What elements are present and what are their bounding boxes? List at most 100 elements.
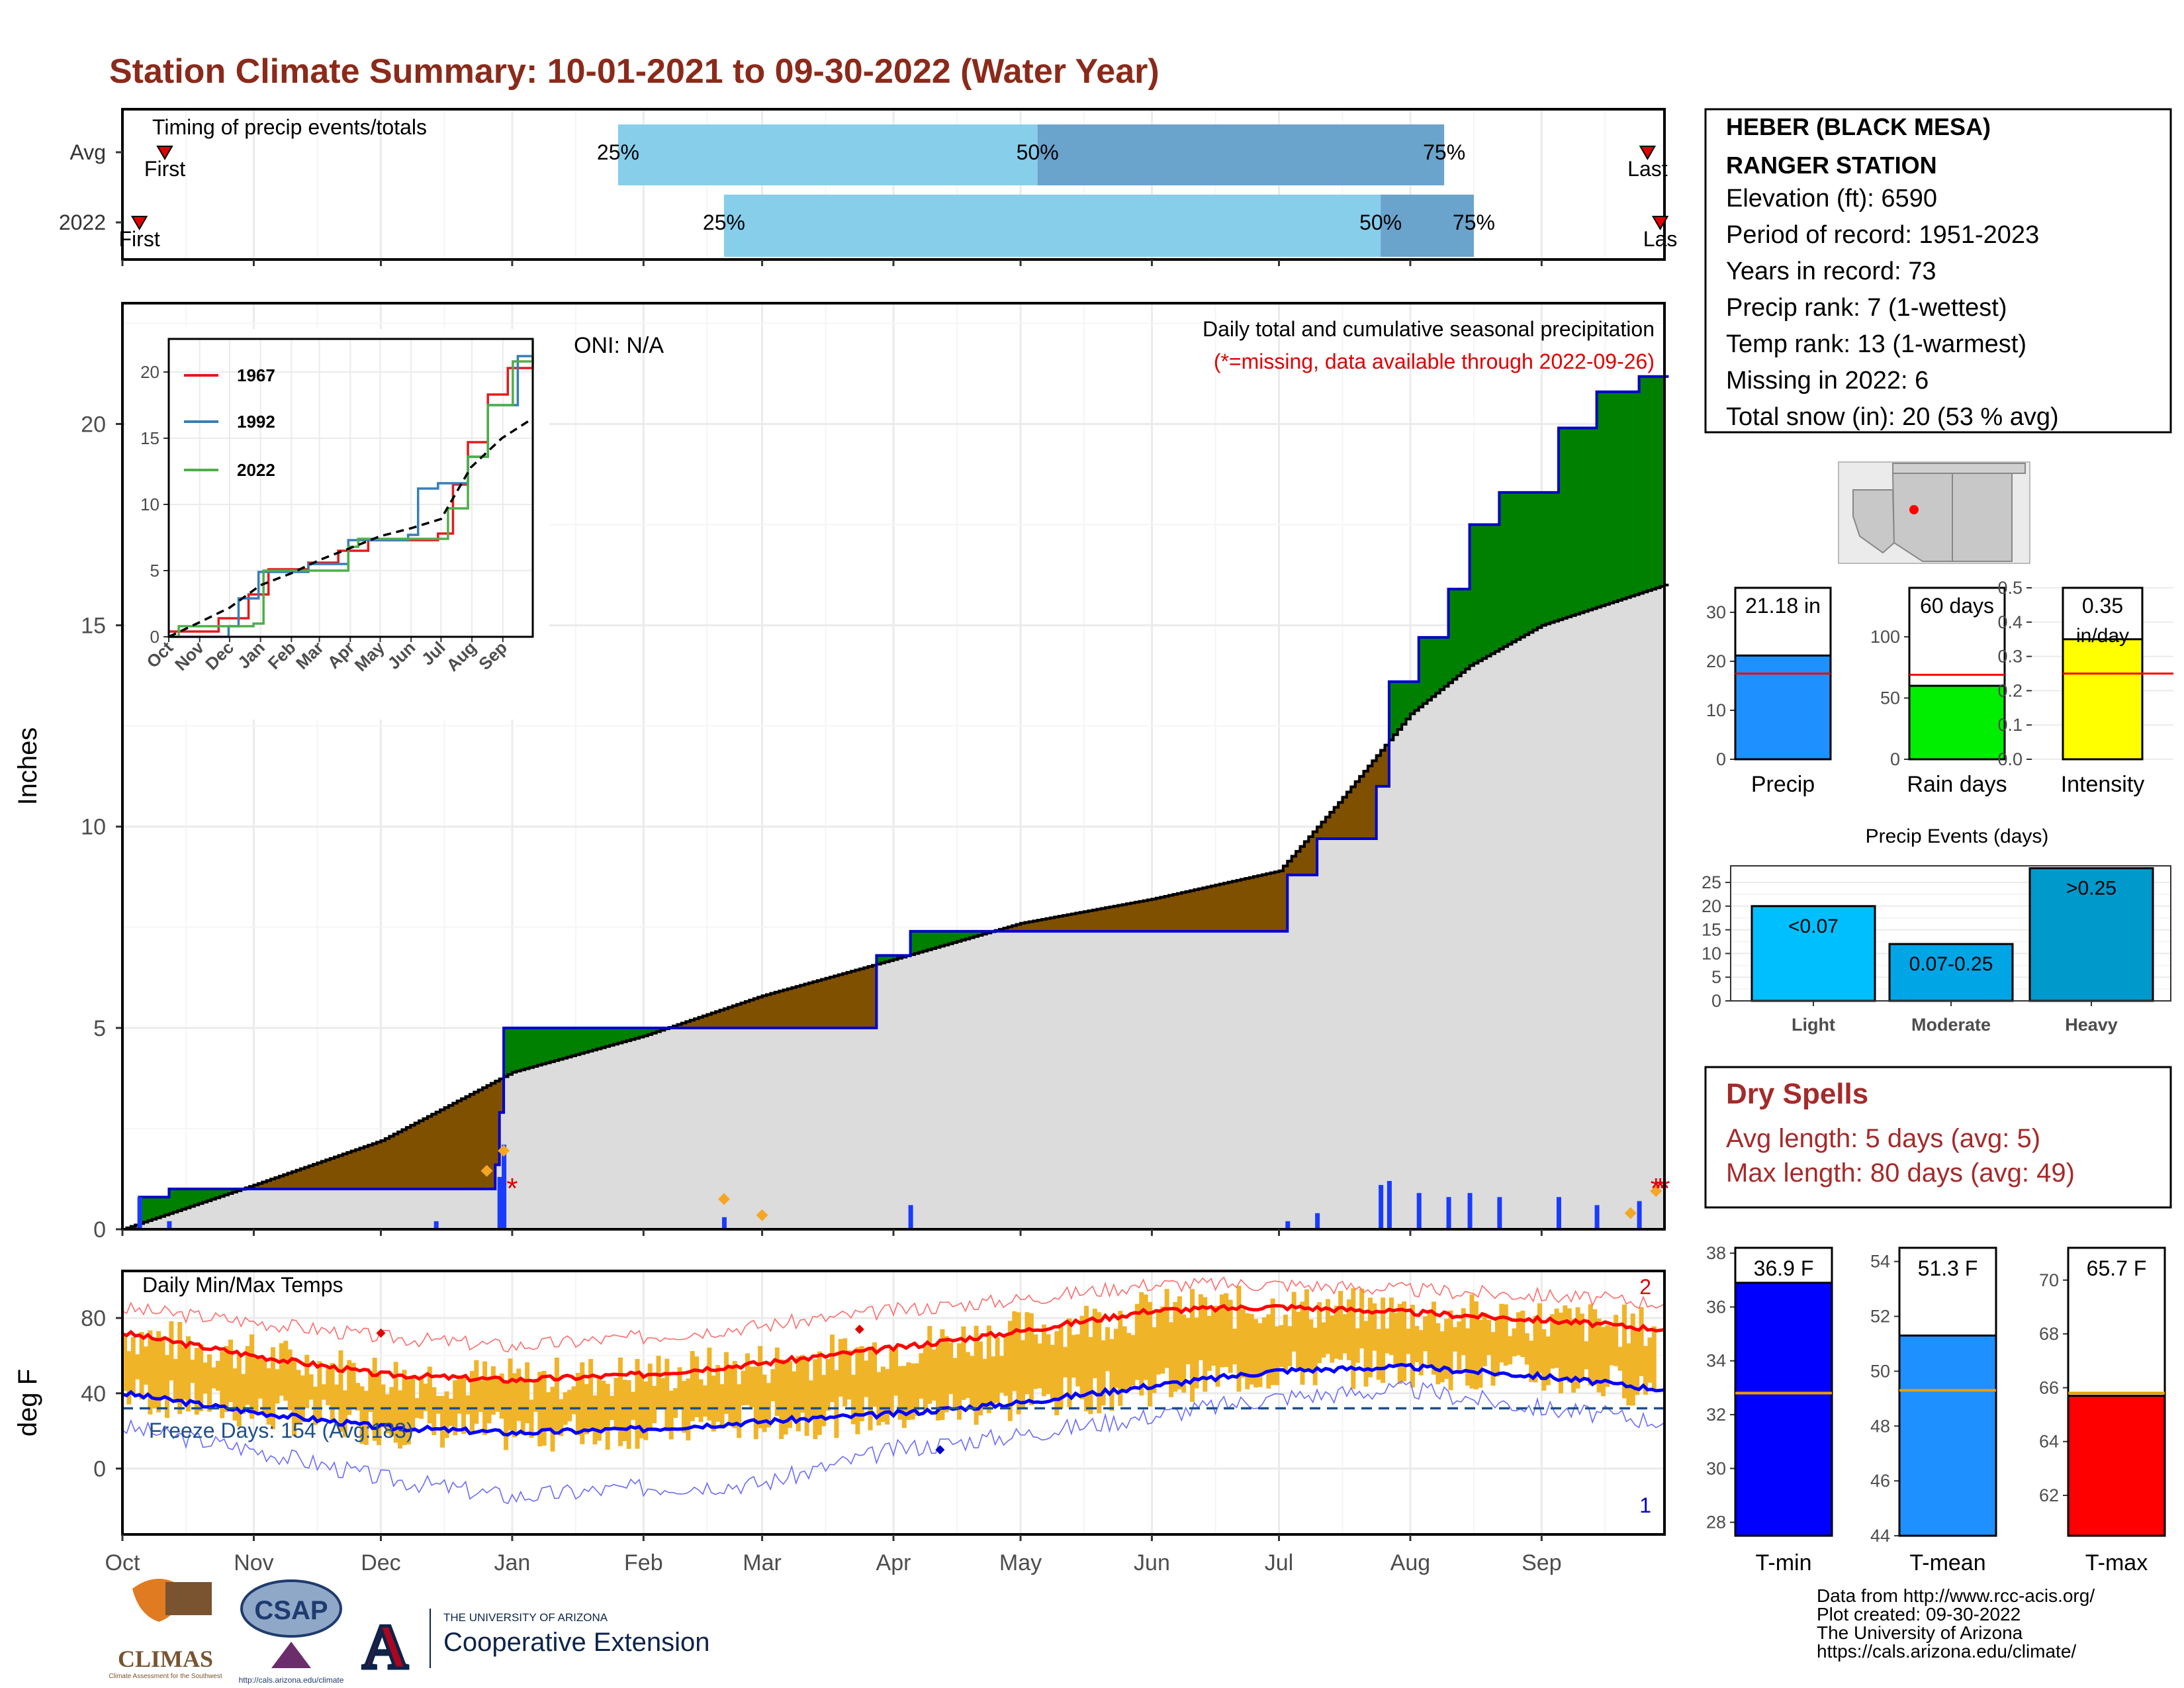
below-average-area	[1109, 906, 1115, 931]
below-average-area	[414, 1123, 420, 1190]
above-average-area	[533, 1027, 538, 1066]
daily-temp-bar	[940, 1329, 945, 1421]
daily-temp-bar	[423, 1383, 428, 1411]
daily-temp-bar	[372, 1358, 377, 1441]
below-average-area	[490, 1083, 496, 1190]
daily-temp-bar	[732, 1361, 737, 1429]
daily-temp-bar	[253, 1358, 259, 1413]
precip-note: (*=missing, data available through 2022-…	[1214, 350, 1655, 373]
above-average-area	[173, 1189, 178, 1213]
below-average-area	[253, 1185, 259, 1190]
below-average-area	[1367, 766, 1373, 839]
below-average-area	[1190, 890, 1195, 931]
daily-temp-bar	[631, 1391, 636, 1421]
above-average-area	[1563, 428, 1568, 619]
below-average-area	[355, 1149, 361, 1190]
below-average-area	[804, 984, 809, 1028]
daily-temp-bar	[694, 1356, 700, 1417]
y-tick-label: 10	[81, 815, 106, 840]
daily-temp-bar	[1465, 1328, 1471, 1386]
above-average-area	[643, 1027, 649, 1037]
y-tick-label: 100	[1870, 627, 1900, 647]
daily-temp-bar	[1359, 1288, 1365, 1348]
below-average-area	[1042, 919, 1047, 931]
daily-temp-bar	[1067, 1318, 1072, 1407]
station-location-dot	[1909, 505, 1919, 514]
daily-temp-bar	[834, 1370, 839, 1438]
above-average-area	[1503, 492, 1508, 647]
below-average-area	[1088, 910, 1093, 931]
daily-temp-bar	[224, 1346, 229, 1412]
below-average-area	[406, 1127, 411, 1190]
above-average-area	[516, 1027, 522, 1072]
daily-temp-bar	[1520, 1311, 1525, 1358]
first-marker	[156, 146, 173, 160]
below-average-area	[469, 1094, 475, 1190]
below-average-area	[440, 1109, 445, 1190]
daily-temp-bar	[236, 1354, 242, 1427]
above-average-area	[1397, 681, 1402, 730]
daily-temp-bar	[1228, 1299, 1233, 1373]
daily-temp-bar	[347, 1360, 352, 1415]
x-tick-label: May	[999, 1550, 1042, 1575]
daily-temp-bar	[1584, 1341, 1589, 1370]
x-tick-label: Aug	[1390, 1550, 1431, 1575]
snow-marker	[1650, 1185, 1662, 1197]
below-average-area	[783, 990, 788, 1028]
below-average-area	[741, 1003, 746, 1028]
daily-temp-bar	[271, 1347, 276, 1430]
above-average-area	[948, 931, 954, 944]
daily-temp-bar	[317, 1361, 322, 1423]
daily-temp-bar	[139, 1332, 144, 1400]
y-tick-label: 25	[1702, 872, 1721, 892]
daily-temp-bar	[177, 1322, 183, 1415]
below-average-area	[271, 1179, 276, 1190]
daily-temp-bar	[1194, 1317, 1199, 1389]
daily-temp-bar	[381, 1384, 386, 1428]
events-chart: Precip Events (days) 0 5 10 15 20 25 <0.07 Light…	[1702, 825, 2171, 1035]
below-average-area	[1266, 873, 1271, 931]
daily-temp-bar	[351, 1362, 356, 1409]
daily-temp-bar	[1473, 1301, 1479, 1389]
daily-temp-bar	[1367, 1297, 1373, 1378]
footer: Data from http://www.rcc-acis.org/Plot c…	[109, 1579, 2095, 1685]
below-average-area	[1101, 908, 1106, 931]
above-average-area	[635, 1027, 640, 1039]
event-bar-Heavy	[2028, 867, 2154, 1002]
daily-temp-bar	[469, 1371, 475, 1431]
x-tick-label: Apr	[876, 1550, 911, 1575]
below-average-area	[486, 1085, 492, 1190]
timing-row-label: Avg	[69, 140, 106, 164]
above-average-area	[631, 1027, 636, 1040]
y-tick-label: 20	[1702, 896, 1721, 916]
daily-temp-bar	[1448, 1310, 1453, 1391]
daily-temp-bar	[1245, 1313, 1250, 1389]
daily-temp-bar	[461, 1376, 467, 1434]
daily-temp-bar	[626, 1380, 631, 1449]
y-tick-label: 38	[1706, 1243, 1726, 1263]
above-average-area	[1614, 391, 1619, 602]
below-average-area	[368, 1145, 373, 1190]
below-average-area	[868, 966, 873, 1028]
above-average-area	[541, 1027, 547, 1064]
above-average-area	[927, 931, 933, 950]
daily-temp-bar	[961, 1326, 966, 1400]
daily-temp-bar	[1490, 1332, 1496, 1386]
above-average-area	[1529, 492, 1534, 633]
timing-title: Timing of precip events/totals	[152, 115, 427, 139]
daily-temp-bar	[1563, 1305, 1568, 1379]
daily-temp-bar	[1130, 1335, 1136, 1386]
below-average-area	[707, 1014, 712, 1028]
below-average-area	[1067, 914, 1072, 931]
daily-temp-bar	[1033, 1334, 1038, 1389]
quartile-bar-25-50	[723, 195, 1381, 257]
above-average-area	[228, 1189, 234, 1194]
daily-temp-bar	[529, 1399, 534, 1438]
event-category-label: Heavy	[2065, 1015, 2118, 1035]
daily-temp-bar	[596, 1377, 602, 1441]
below-average-area	[326, 1160, 331, 1190]
above-average-area	[1418, 637, 1424, 707]
temp-panel: 0 40 80 deg F Daily Min/Max Temps Freeze Days…	[13, 1270, 1666, 1575]
below-average-area	[1164, 896, 1169, 931]
